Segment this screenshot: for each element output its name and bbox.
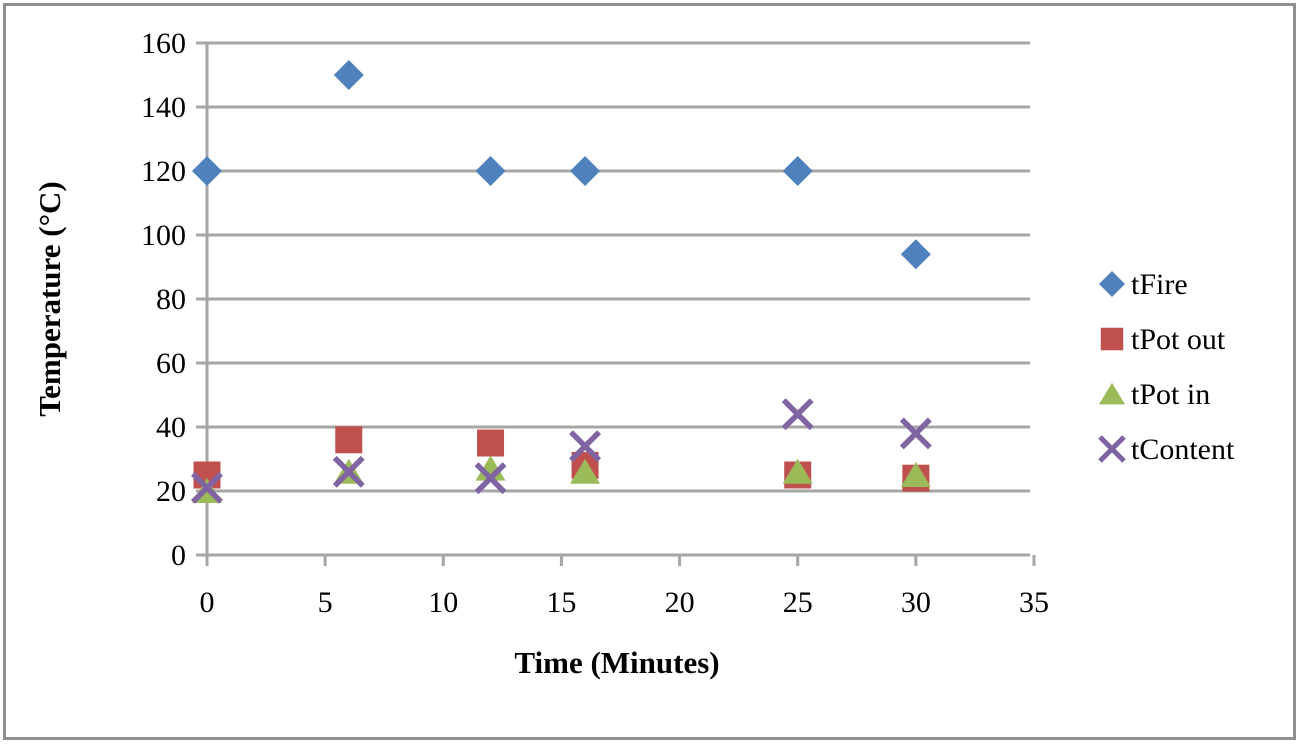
diamond-legend-icon — [1099, 271, 1125, 297]
triangle-legend-icon — [1099, 382, 1125, 405]
y-tick-label-0: 0 — [171, 539, 186, 572]
legend-label: tPot in — [1131, 378, 1210, 411]
data-point-tfire — [192, 156, 222, 186]
y-tick-label-160: 160 — [141, 27, 186, 60]
data-point-tfire — [333, 60, 364, 90]
data-point-tcontent — [191, 471, 223, 504]
legend-item-tcontent: tContent — [1098, 433, 1235, 466]
legend-label: tPot out — [1131, 323, 1226, 356]
data-point-tcontent — [569, 430, 602, 463]
data-point-tpot-out — [335, 426, 363, 454]
x-legend-icon — [1098, 435, 1126, 463]
square-legend-icon — [1100, 327, 1124, 351]
data-point-tpot-in — [570, 458, 601, 484]
legend-item-tpot-in: tPot in — [1099, 378, 1210, 411]
x-tick-label-15: 15 — [546, 586, 576, 619]
gridlines-layer — [196, 41, 1030, 557]
legend: tFire tPot out tPot in tContent — [1098, 268, 1235, 466]
legend-item-tpot-out: tPot out — [1100, 323, 1226, 356]
series-tpot-in — [192, 455, 931, 503]
tick-labels-layer: 0 20 40 60 80 100 120 140 160 0 5 10 15 20 25 30 35 — [141, 27, 1049, 619]
y-tick-label-20: 20 — [156, 475, 186, 508]
series-tpot-out — [193, 426, 930, 492]
x-tick-label-0: 0 — [200, 586, 215, 619]
y-axis-title: Temperature (°C) — [32, 181, 67, 416]
legend-item-tfire: tFire — [1099, 268, 1188, 301]
x-axis-title: Time (Minutes) — [514, 645, 719, 680]
data-point-tcontent — [899, 417, 932, 450]
series-tfire — [192, 60, 931, 270]
y-tick-label-40: 40 — [156, 411, 186, 444]
x-tick-label-30: 30 — [901, 586, 931, 619]
x-tick-label-35: 35 — [1019, 586, 1049, 619]
series-tcontent — [191, 398, 932, 504]
data-point-tpot-in — [782, 458, 813, 484]
y-tick-label-60: 60 — [156, 347, 186, 380]
data-points-layer — [191, 60, 932, 504]
x-tick-label-25: 25 — [783, 586, 813, 619]
y-tick-label-120: 120 — [141, 155, 186, 188]
y-tick-label-100: 100 — [141, 219, 186, 252]
y-tick-label-80: 80 — [156, 283, 186, 316]
x-tick-label-5: 5 — [318, 586, 333, 619]
y-tick-label-140: 140 — [141, 91, 186, 124]
data-point-tfire — [570, 156, 601, 186]
legend-label: tContent — [1131, 433, 1235, 466]
data-point-tfire — [900, 239, 931, 270]
data-point-tpot-in — [900, 461, 931, 487]
legend-label: tFire — [1131, 268, 1188, 301]
x-tick-label-10: 10 — [428, 586, 458, 619]
data-point-tcontent — [332, 455, 365, 488]
data-point-tfire — [475, 156, 506, 186]
x-tick-label-20: 20 — [665, 586, 695, 619]
data-point-tcontent — [781, 398, 814, 431]
data-point-tfire — [782, 156, 813, 186]
data-point-tcontent — [474, 462, 507, 495]
data-point-tpot-out — [477, 429, 505, 457]
